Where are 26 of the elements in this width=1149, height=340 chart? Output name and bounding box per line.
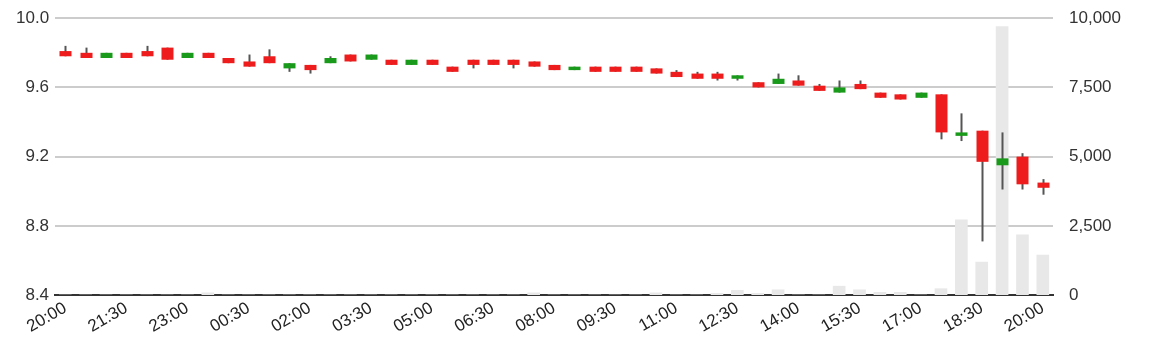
- bar: [975, 261, 989, 296]
- bar: [893, 291, 907, 296]
- y-tick-label: 10.0: [15, 7, 50, 27]
- y-tick-label: 9.2: [25, 146, 50, 166]
- candlestick: [996, 131, 1009, 191]
- bar: [853, 289, 866, 296]
- bar: [710, 293, 724, 296]
- bar: [771, 289, 785, 296]
- bar: [731, 290, 744, 296]
- candlestick: [955, 112, 968, 143]
- y2-tick-label: 5,000: [1069, 146, 1112, 166]
- y2-tick-label: 0: [1069, 284, 1079, 304]
- y-tick-label: 8.4: [25, 284, 50, 304]
- bar: [995, 26, 1009, 296]
- bar: [934, 288, 948, 296]
- y-tick-label: 9.6: [25, 77, 50, 97]
- bar: [832, 285, 846, 296]
- y2-tick-label: 7,500: [1069, 77, 1112, 97]
- bar: [1036, 254, 1050, 296]
- bar: [873, 291, 887, 296]
- bar: [1016, 234, 1029, 296]
- y-tick-label: 8.8: [25, 215, 50, 235]
- y2-tick-label: 10,000: [1069, 7, 1121, 27]
- y2-tick-label: 2,500: [1069, 215, 1112, 235]
- bar: [955, 219, 968, 296]
- bar: [751, 293, 765, 296]
